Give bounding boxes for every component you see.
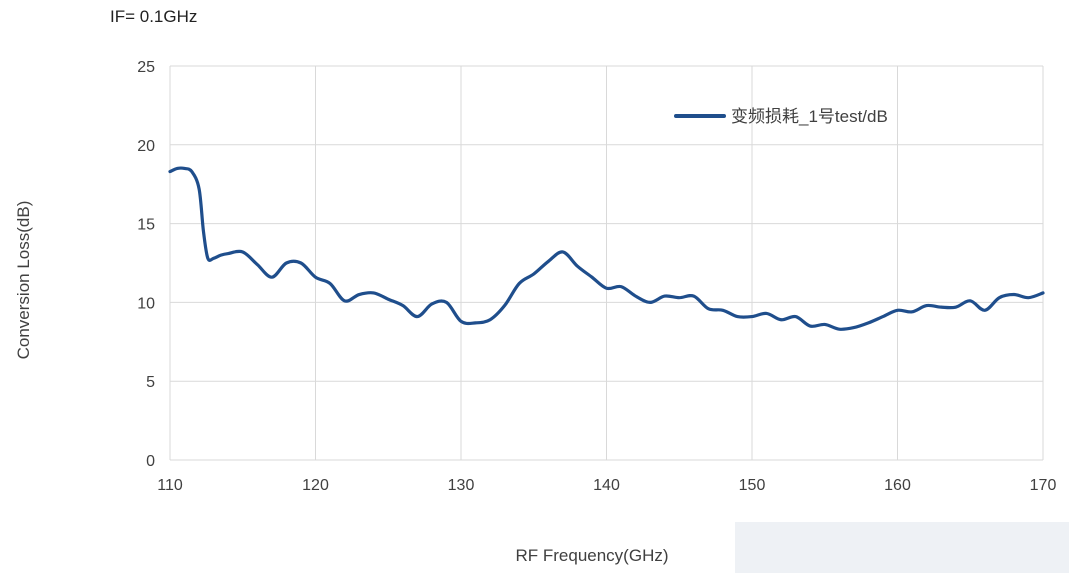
x-tick-label: 120 (302, 477, 329, 494)
x-tick-label: 150 (739, 477, 766, 494)
x-tick-label: 160 (884, 477, 911, 494)
chart-annotation: IF= 0.1GHz (110, 7, 197, 26)
x-tick-label: 130 (448, 477, 475, 494)
y-tick-label: 25 (137, 59, 155, 76)
series-line (168, 166, 1045, 331)
y-tick-label: 10 (137, 295, 155, 312)
x-axis-ticks: 110 120 130 140 150 160 170 (157, 477, 1056, 494)
y-tick-label: 0 (146, 453, 155, 470)
series-layer (168, 166, 1045, 331)
y-tick-label: 15 (137, 217, 155, 234)
legend-label: 变频损耗_1号test/dB (731, 107, 888, 126)
x-tick-label: 110 (157, 477, 183, 494)
y-axis-title: Conversion Loss(dB) (14, 201, 33, 360)
x-tick-label: 170 (1030, 477, 1057, 494)
y-tick-label: 5 (146, 374, 155, 391)
x-axis-title: RF Frequency(GHz) (515, 546, 668, 565)
y-axis-ticks: 0 5 10 15 20 25 (137, 59, 155, 470)
grid-lines (169, 65, 1044, 461)
x-tick-label: 140 (593, 477, 620, 494)
y-tick-label: 20 (137, 138, 155, 155)
background-watermark-shape (735, 522, 1069, 573)
legend: 变频损耗_1号test/dB (674, 107, 888, 126)
